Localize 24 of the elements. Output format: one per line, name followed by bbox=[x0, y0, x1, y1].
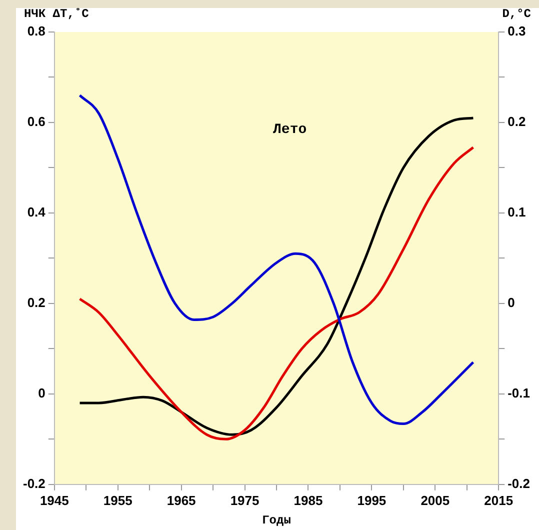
y2-tick-label: 0.3 bbox=[508, 24, 526, 39]
y-tick-label: 0.6 bbox=[27, 114, 46, 130]
y-tick-label: -0.2 bbox=[22, 476, 46, 491]
y2-tick-label: 0.2 bbox=[508, 114, 526, 130]
x-tick-label: 1975 bbox=[230, 492, 260, 508]
x-tick-label: 1955 bbox=[103, 492, 132, 508]
x-tick-label: 1995 bbox=[357, 492, 386, 508]
x-tick-label: 2005 bbox=[420, 492, 450, 508]
x-tick-label: 1945 bbox=[40, 492, 69, 508]
annotation: Лето bbox=[273, 122, 307, 138]
y2-tick-label: 0.1 bbox=[508, 204, 526, 220]
y-tick-label: 0.2 bbox=[27, 295, 46, 310]
x-tick-label: 2015 bbox=[484, 492, 514, 508]
x-tick-label: 1985 bbox=[294, 492, 323, 508]
x-axis-title: Годы bbox=[262, 513, 291, 528]
y-tick-label: 0.8 bbox=[27, 24, 46, 39]
y-tick-label: 0.4 bbox=[27, 204, 46, 220]
y2-tick-label: 0 bbox=[508, 295, 515, 310]
y2-tick-label: -0.1 bbox=[508, 386, 530, 400]
y2-axis-title: D,°C bbox=[502, 7, 531, 22]
y-tick-label: 0 bbox=[38, 386, 46, 400]
y-axis-title: НЧК ΔT,˚C bbox=[24, 7, 89, 22]
x-tick-label: 1965 bbox=[166, 492, 196, 508]
y2-tick-label: -0.2 bbox=[508, 476, 530, 491]
